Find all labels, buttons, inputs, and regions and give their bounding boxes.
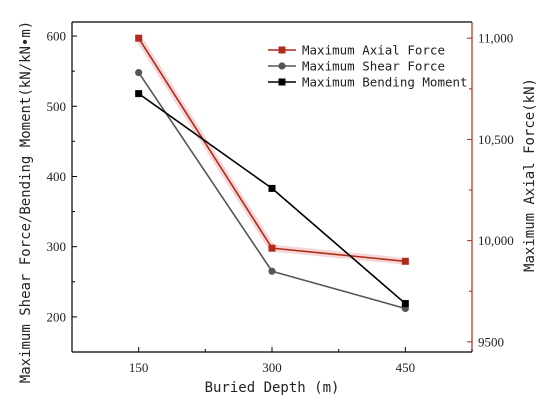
legend-swatch-marker <box>278 46 286 54</box>
x-tick-label: 300 <box>262 360 282 375</box>
y-left-tick-label: 300 <box>47 239 67 254</box>
y-left-tick-label: 500 <box>47 99 67 114</box>
data-point <box>268 244 276 252</box>
ticks: 150 300 450 200 300 400 500 600 9500 10,000 10,500… <box>47 29 514 375</box>
y-left-tick-label: 400 <box>47 169 67 184</box>
series-maximum-bending-moment <box>135 90 409 308</box>
legend-label: Maximum Bending Moment <box>302 75 468 90</box>
data-point <box>401 257 409 265</box>
y-left-tick-label: 200 <box>47 309 67 324</box>
legend-item: Maximum Shear Force <box>268 59 445 74</box>
y-left-tick-label: 600 <box>47 29 67 44</box>
y-right-tick-label: 11,000 <box>478 31 513 46</box>
x-axis-label: Buried Depth (m) <box>205 380 340 396</box>
legend-item: Maximum Bending Moment <box>268 75 468 90</box>
legend-label: Maximum Shear Force <box>302 59 445 74</box>
x-tick-label: 450 <box>396 360 416 375</box>
series-maximum-shear-force <box>135 68 409 313</box>
legend-swatch-marker <box>278 78 286 86</box>
legend-label: Maximum Axial Force <box>302 43 445 58</box>
y-axis-left-label: Maximum Shear Force/Bending Moment(kN/kN… <box>18 21 34 383</box>
data-point <box>135 34 143 42</box>
data-point <box>135 90 143 98</box>
y-right-tick-label: 10,500 <box>478 132 514 147</box>
x-tick-label: 150 <box>129 360 149 375</box>
series-maximum-axial-force <box>135 34 409 265</box>
data-point <box>401 300 409 308</box>
legend-item: Maximum Axial Force <box>268 43 445 58</box>
y-axis-right-label: Maximum Axial Force(kN) <box>522 78 538 272</box>
y-right-tick-label: 9500 <box>478 334 504 349</box>
data-point <box>268 184 276 192</box>
y-right-tick-label: 10,000 <box>478 233 514 248</box>
legend-swatch-marker <box>278 62 286 70</box>
data-point <box>268 267 276 275</box>
data-point <box>135 68 143 77</box>
series-layer <box>135 34 409 313</box>
